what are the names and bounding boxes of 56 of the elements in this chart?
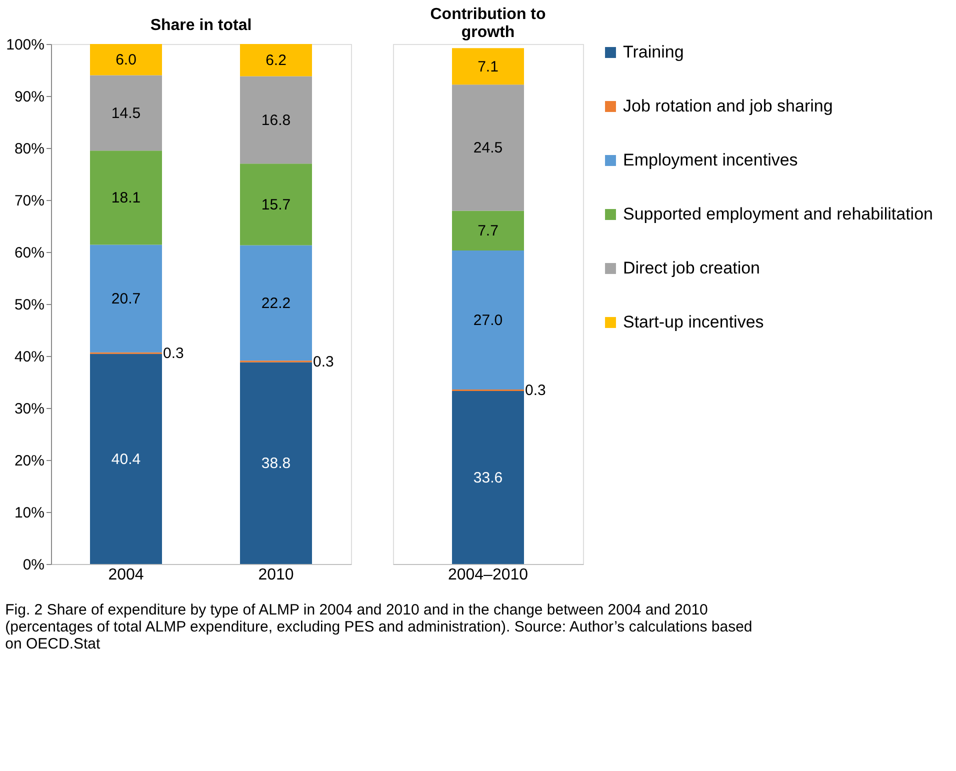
y-tick-label: 60%	[14, 244, 44, 262]
legend-label: Training	[623, 42, 684, 62]
data-label: 0.3	[313, 353, 334, 370]
data-label: 24.5	[473, 140, 503, 157]
y-tick-label: 40%	[14, 348, 44, 366]
y-tick-label: 80%	[14, 140, 44, 158]
y-tick-label: 30%	[14, 400, 44, 418]
legend-label: Start-up incentives	[623, 312, 764, 332]
bar	[240, 164, 312, 246]
bar	[90, 75, 162, 151]
y-tick-label: 20%	[14, 452, 44, 470]
data-label: 7.7	[478, 222, 498, 240]
chart-title: Contribution to growth	[430, 6, 546, 41]
bar	[240, 245, 312, 361]
bar	[452, 84, 524, 211]
data-label: 15.7	[261, 196, 291, 214]
bar	[452, 250, 524, 390]
data-label: 40.4	[111, 450, 141, 468]
bar	[240, 76, 312, 164]
bar	[452, 391, 524, 564]
data-label: 18.1	[111, 190, 141, 207]
data-label: 20.7	[111, 290, 141, 308]
legend-label: Job rotation and job sharing	[623, 96, 833, 116]
bar	[90, 150, 162, 245]
x-tick-label: 2004–2010	[448, 566, 528, 584]
y-tick-label: 100%	[6, 36, 44, 54]
bar	[240, 44, 312, 76]
data-label: 33.6	[473, 470, 503, 487]
y-tick-label: 50%	[14, 296, 44, 314]
data-label: 6.2	[266, 52, 286, 70]
y-tick-label: 70%	[14, 192, 44, 210]
bar	[90, 44, 162, 76]
y-tick-label: 10%	[14, 504, 44, 522]
data-label: 7.1	[478, 58, 498, 76]
caption: Fig. 2 Share of expenditure by type of ALMP in 2004 and 2010 and in the change between 2004 and 2010 (percentages of total ALMP expenditure, excluding PES and administration). Source: Author’s calculations based on OECD.Stat	[5, 602, 752, 652]
legend-label: Direct job creation	[623, 258, 760, 278]
x-tick-label: 2004	[108, 566, 144, 584]
y-tick-label: 90%	[14, 88, 44, 106]
data-label: 38.8	[261, 455, 291, 472]
bar	[240, 362, 312, 564]
data-label: 0.3	[525, 382, 546, 400]
data-label: 14.5	[111, 104, 141, 122]
legend-label: Employment incentives	[623, 150, 798, 170]
data-label: 22.2	[261, 294, 291, 312]
chart-title: Share in total	[150, 17, 252, 34]
bar	[90, 244, 162, 352]
bar	[452, 210, 524, 250]
x-tick-label: 2010	[258, 566, 294, 584]
data-label: 16.8	[261, 112, 291, 129]
bar	[452, 48, 524, 85]
data-label: 0.3	[163, 345, 184, 362]
bar	[90, 354, 162, 564]
data-label: 6.0	[116, 52, 136, 69]
data-label: 27.0	[473, 312, 503, 329]
y-tick-label: 0%	[22, 556, 44, 574]
legend-label: Supported employment and rehabilitation	[623, 204, 933, 224]
